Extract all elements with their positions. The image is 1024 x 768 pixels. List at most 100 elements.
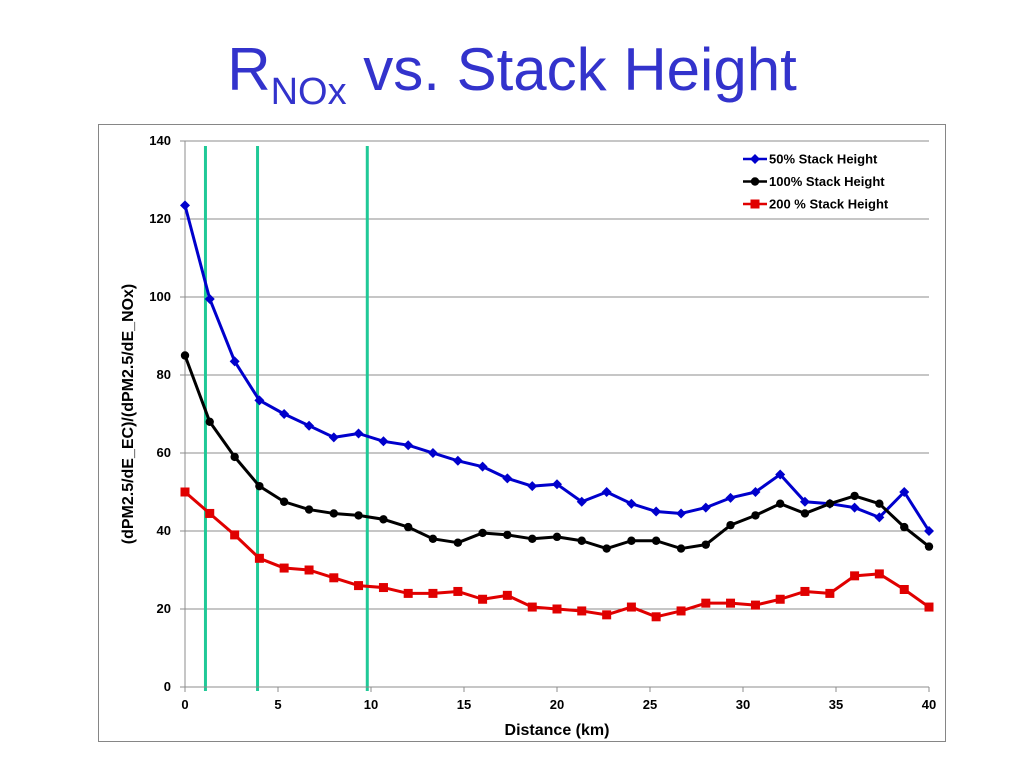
x-tick-label: 35 xyxy=(829,697,843,712)
data-point-square xyxy=(726,598,736,608)
data-point-square xyxy=(602,610,612,620)
data-point-circle xyxy=(404,522,413,532)
data-point-square xyxy=(403,588,413,598)
data-point-circle xyxy=(800,509,810,518)
data-point-square xyxy=(279,563,289,573)
y-tick-label: 80 xyxy=(157,367,171,382)
chart-frame: 0 20 40 60 80 100 120 140 0 5 10 15 20 25 30 35 40 Dista… xyxy=(98,124,946,742)
series-line xyxy=(183,354,930,551)
data-point-square xyxy=(354,581,364,591)
series-group xyxy=(180,200,934,622)
data-point-diamond xyxy=(427,448,438,458)
data-point-square xyxy=(874,569,884,579)
data-point-diamond xyxy=(229,356,240,367)
data-point-square xyxy=(230,530,240,540)
data-point-circle xyxy=(776,499,785,508)
data-point-diamond xyxy=(601,487,612,497)
data-point-square xyxy=(502,590,512,600)
data-point-diamond xyxy=(849,502,860,513)
data-point-square xyxy=(750,199,760,209)
title-main: R xyxy=(227,36,271,103)
data-point-diamond xyxy=(750,487,761,497)
data-point-circle xyxy=(651,536,661,545)
data-point-square xyxy=(180,487,190,497)
data-point-circle xyxy=(379,515,388,524)
data-point-diamond xyxy=(775,469,786,480)
data-point-circle xyxy=(701,540,710,549)
x-tick-label: 20 xyxy=(550,697,564,712)
data-point-circle xyxy=(453,538,463,547)
data-point-circle xyxy=(255,481,264,491)
data-point-square xyxy=(775,594,785,604)
data-point-square xyxy=(478,594,488,604)
data-point-diamond xyxy=(328,432,339,443)
title-subscript: NOx xyxy=(270,71,347,113)
data-point-diamond xyxy=(700,502,711,513)
y-tick-label: 60 xyxy=(157,445,171,460)
data-point-circle xyxy=(850,491,859,501)
data-point-square xyxy=(850,571,860,581)
data-point-diamond xyxy=(279,409,290,419)
legend-label: 100% Stack Height xyxy=(769,174,885,189)
data-point-circle xyxy=(279,497,289,506)
data-point-diamond xyxy=(403,440,414,451)
data-point-diamond xyxy=(254,395,265,406)
data-point-diamond xyxy=(626,498,637,509)
x-tick-label: 5 xyxy=(274,697,281,712)
data-point-diamond xyxy=(924,526,934,536)
data-point-circle xyxy=(329,509,338,518)
data-point-square xyxy=(378,583,388,593)
data-point-square xyxy=(254,553,264,563)
data-point-square xyxy=(552,604,562,614)
data-point-square xyxy=(701,598,711,608)
data-point-diamond xyxy=(899,487,910,497)
data-point-square xyxy=(676,606,686,616)
data-point-diamond xyxy=(353,428,364,439)
data-point-square xyxy=(577,606,587,616)
data-point-diamond xyxy=(750,154,760,164)
data-point-diamond xyxy=(378,436,389,447)
data-point-square xyxy=(205,508,215,518)
title-rest: vs. Stack Height xyxy=(346,36,797,103)
data-point-circle xyxy=(751,511,760,520)
data-point-circle xyxy=(503,530,512,540)
slide-title: RNOx vs. Stack Height xyxy=(0,30,1024,132)
y-tick-label: 140 xyxy=(149,133,171,148)
data-point-square xyxy=(899,585,909,594)
data-point-circle xyxy=(875,499,884,508)
data-point-circle xyxy=(354,511,363,520)
data-point-square xyxy=(825,588,835,598)
data-point-circle xyxy=(180,351,190,360)
data-point-circle xyxy=(528,534,537,543)
y-tick-label: 20 xyxy=(157,601,171,616)
data-point-diamond xyxy=(204,293,215,304)
data-point-diamond xyxy=(180,200,190,211)
data-point-diamond xyxy=(874,512,885,523)
data-point-square xyxy=(329,573,339,583)
data-point-circle xyxy=(924,542,934,551)
data-point-square xyxy=(428,588,438,598)
data-point-diamond xyxy=(477,461,488,472)
data-point-circle xyxy=(627,536,636,545)
data-point-square xyxy=(626,602,636,612)
data-point-diamond xyxy=(452,455,463,466)
axes xyxy=(180,140,930,692)
data-point-circle xyxy=(552,532,562,542)
data-point-diamond xyxy=(576,496,587,507)
data-point-diamond xyxy=(527,481,538,492)
data-point-diamond xyxy=(552,479,562,490)
y-tick-label: 0 xyxy=(164,679,171,694)
data-point-circle xyxy=(205,417,214,426)
data-point-circle xyxy=(478,528,487,538)
data-point-square xyxy=(750,600,760,610)
y-axis-title: (dPM2.5/dE_EC)/(dPM2.5/dE_NOx) xyxy=(120,284,137,545)
series-line xyxy=(184,490,930,619)
data-point-circle xyxy=(577,536,586,545)
reference-lines xyxy=(203,146,369,691)
data-point-circle xyxy=(750,177,760,186)
data-point-circle xyxy=(428,534,438,543)
y-tick-label: 120 xyxy=(149,211,171,226)
data-point-diamond xyxy=(651,506,662,517)
data-point-circle xyxy=(825,499,835,508)
data-point-square xyxy=(800,586,810,596)
